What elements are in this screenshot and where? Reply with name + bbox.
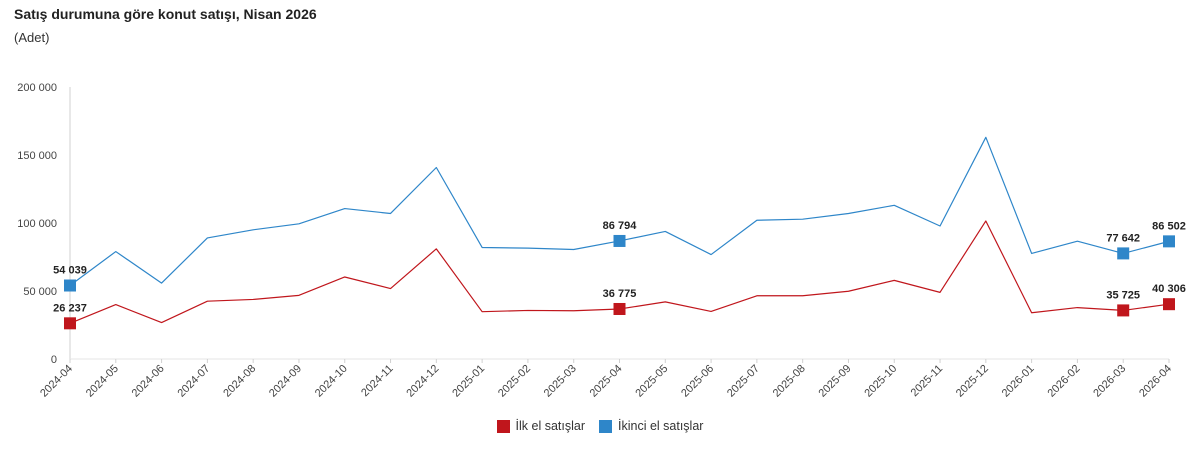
- x-tick-label: 2025-11: [909, 363, 945, 399]
- marker-ikinci-el: [64, 279, 76, 292]
- y-tick-label: 100 000: [17, 218, 57, 230]
- legend-swatch-ikinci-el: [599, 419, 612, 433]
- data-label: 86 502: [1152, 220, 1186, 232]
- x-tick-label: 2025-12: [954, 363, 991, 400]
- x-tick-label: 2024-12: [404, 363, 441, 400]
- x-tick-label: 2025-01: [450, 363, 487, 400]
- x-tick-label: 2025-06: [679, 363, 716, 400]
- x-tick-label: 2024-08: [221, 363, 258, 400]
- x-tick-label: 2026-04: [1137, 363, 1174, 400]
- x-tick-label: 2024-10: [313, 363, 350, 400]
- marker-ilk-el: [1117, 304, 1130, 317]
- x-tick-label: 2024-06: [130, 363, 167, 400]
- x-tick-label: 2024-11: [359, 363, 395, 399]
- chart-subtitle: (Adet): [14, 30, 50, 45]
- marker-ikinci-el: [1117, 247, 1130, 260]
- marker-ikinci-el: [1163, 235, 1175, 248]
- marker-ilk-el: [1163, 298, 1175, 311]
- legend-label-ikinci-el: İkinci el satışlar: [618, 419, 704, 433]
- data-label: 40 306: [1152, 283, 1186, 295]
- x-tick-label: 2026-01: [1000, 363, 1037, 400]
- data-label: 86 794: [603, 220, 638, 232]
- x-tick-label: 2025-02: [496, 363, 533, 400]
- x-tick-label: 2024-09: [267, 363, 304, 400]
- x-tick-label: 2026-03: [1091, 363, 1128, 400]
- data-label: 36 775: [603, 288, 637, 300]
- legend-item-ikinci-el[interactable]: İkinci el satışlar: [599, 419, 703, 433]
- marker-ilk-el: [64, 317, 76, 330]
- data-label: 77 642: [1106, 232, 1140, 244]
- data-label: 35 725: [1106, 289, 1140, 301]
- data-label: 54 039: [53, 265, 87, 277]
- x-tick-label: 2025-10: [862, 363, 899, 400]
- series-line-ikinci-el: [69, 136, 1170, 286]
- marker-ilk-el: [613, 302, 626, 315]
- chart-title: Satış durumuna göre konut satışı, Nisan …: [14, 6, 317, 22]
- chart-legend: İlk el satışlar İkinci el satışlar: [0, 419, 1200, 433]
- x-tick-label: 2025-03: [542, 363, 579, 400]
- y-tick-label: 200 000: [17, 82, 57, 94]
- x-tick-label: 2024-07: [175, 363, 212, 400]
- legend-label-ilk-el: İlk el satışlar: [515, 419, 585, 433]
- x-tick-label: 2025-04: [588, 363, 625, 400]
- x-tick-label: 2024-04: [38, 363, 75, 400]
- y-tick-label: 150 000: [17, 150, 57, 162]
- legend-item-ilk-el[interactable]: İlk el satışlar: [496, 419, 585, 433]
- x-tick-label: 2025-08: [771, 363, 808, 400]
- marker-ikinci-el: [613, 234, 626, 247]
- y-tick-label: 0: [51, 354, 57, 366]
- x-tick-label: 2025-09: [817, 363, 854, 400]
- x-tick-label: 2026-02: [1046, 363, 1083, 400]
- x-tick-label: 2024-05: [84, 363, 121, 400]
- y-tick-label: 50 000: [23, 286, 57, 298]
- legend-swatch-ilk-el: [496, 419, 510, 433]
- x-tick-label: 2025-05: [633, 363, 670, 400]
- x-tick-label: 2025-07: [725, 363, 762, 400]
- data-label: 26 237: [53, 302, 87, 314]
